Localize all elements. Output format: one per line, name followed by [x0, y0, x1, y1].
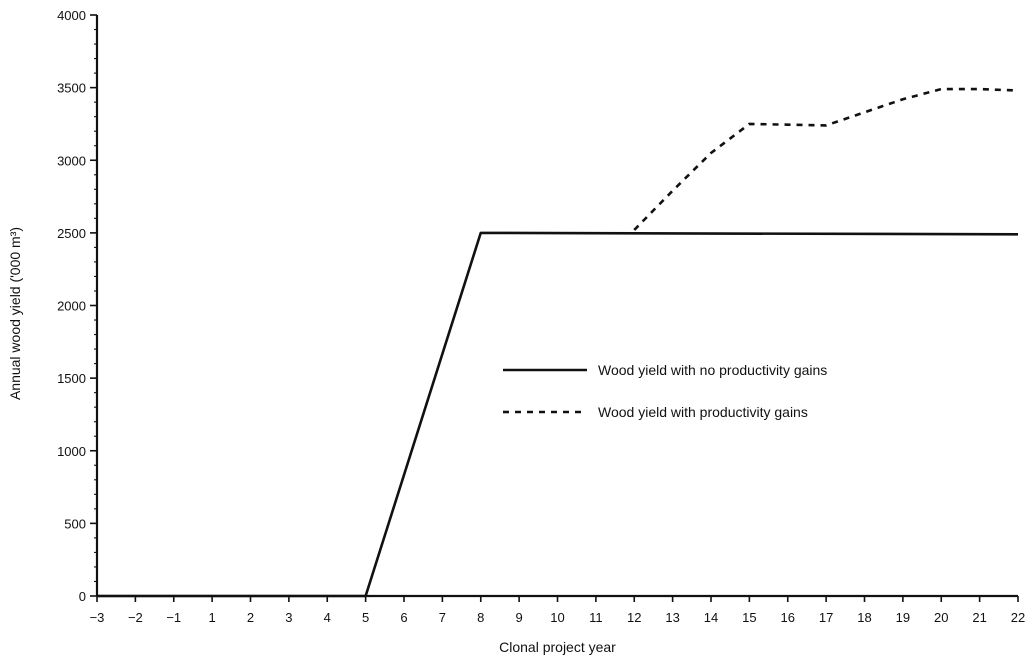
x-tick-label: 19 [896, 610, 910, 625]
y-tick-label: 500 [64, 516, 86, 531]
x-tick-label: 21 [972, 610, 986, 625]
x-tick-label: −2 [128, 610, 143, 625]
x-tick-label: −1 [166, 610, 181, 625]
x-tick-label: 4 [324, 610, 331, 625]
y-tick-label: 3500 [57, 81, 86, 96]
legend: Wood yield with no productivity gains Woo… [503, 362, 827, 420]
x-tick-label: 18 [857, 610, 871, 625]
x-tick-label: 3 [285, 610, 292, 625]
y-tick-label: 1000 [57, 444, 86, 459]
y-tick-label: 4000 [57, 8, 86, 23]
x-tick-label: 8 [477, 610, 484, 625]
y-axis-title: Annual wood yield ('000 m³) [7, 227, 23, 400]
legend-label-1: Wood yield with productivity gains [598, 404, 808, 420]
x-tick-label: 20 [934, 610, 948, 625]
y-tick-label: 1500 [57, 371, 86, 386]
legend-label-0: Wood yield with no productivity gains [598, 362, 827, 378]
x-tick-label: 15 [742, 610, 756, 625]
x-tick-label: 2 [247, 610, 254, 625]
y-tick-label: 2500 [57, 226, 86, 241]
x-tick-label: 1 [209, 610, 216, 625]
x-tick-label: 17 [819, 610, 833, 625]
x-tick-label: −3 [90, 610, 105, 625]
x-tick-label: 11 [589, 610, 603, 625]
x-tick-label: 7 [439, 610, 446, 625]
series-line-1 [633, 87, 1019, 231]
x-tick-label: 6 [400, 610, 407, 625]
y-tick-label: 2000 [57, 299, 86, 314]
x-tick-label: 12 [627, 610, 641, 625]
x-tick-label: 9 [516, 610, 523, 625]
x-tick-label: 14 [704, 610, 718, 625]
series-layer [97, 87, 1019, 598]
x-tick-label: 13 [665, 610, 679, 625]
y-tick-label: 0 [79, 589, 86, 604]
x-tick-label: 10 [550, 610, 564, 625]
y-tick-label: 3000 [57, 153, 86, 168]
series-line-0 [97, 231, 1019, 598]
x-tick-label: 16 [781, 610, 795, 625]
x-axis-title: Clonal project year [499, 639, 616, 655]
x-tick-label: 5 [362, 610, 369, 625]
x-tick-label: 22 [1011, 610, 1025, 625]
